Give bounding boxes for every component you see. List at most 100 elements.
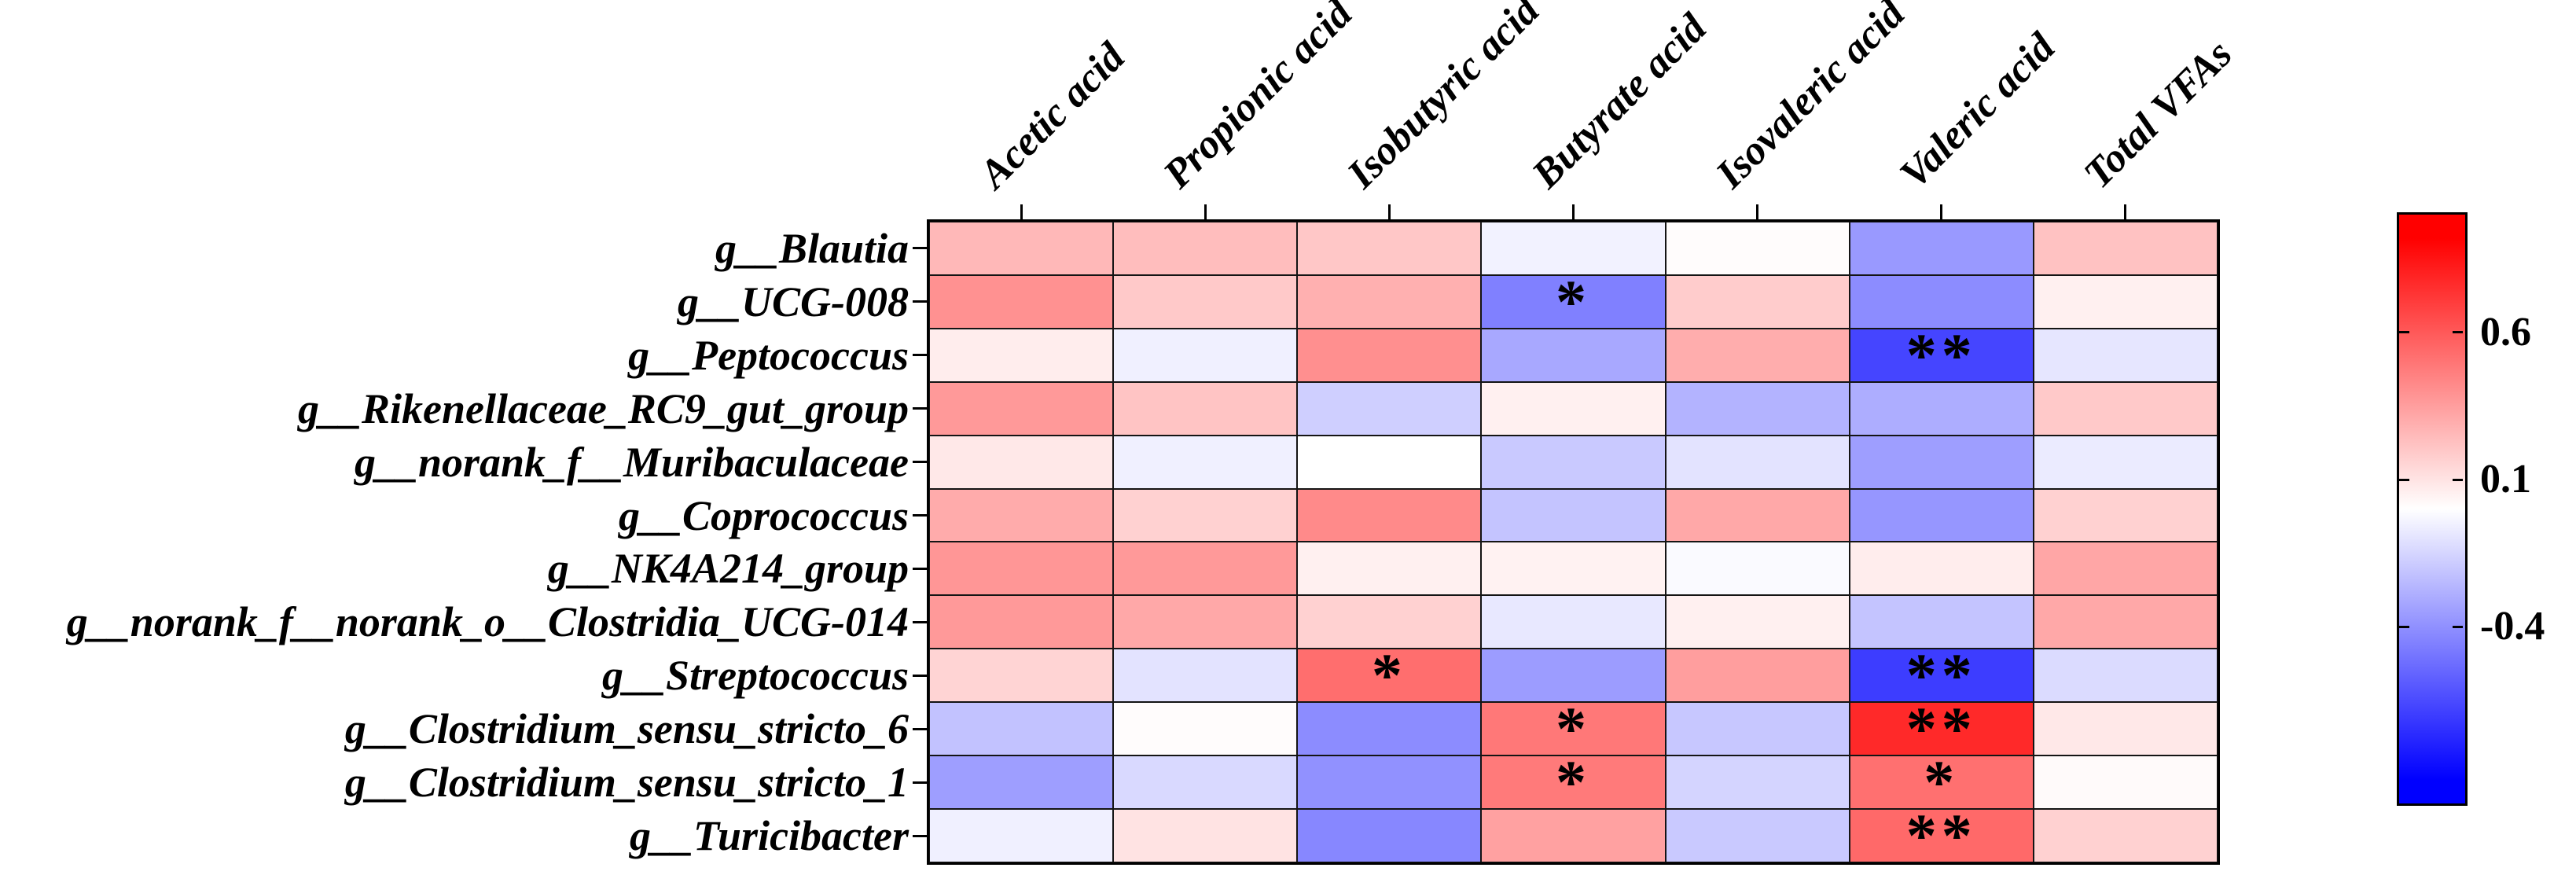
heatmap-cell	[1297, 328, 1482, 382]
heatmap-cell	[1297, 381, 1482, 436]
heatmap-cell	[929, 809, 1114, 862]
heatmap-cell	[2033, 222, 2218, 275]
row-tick	[913, 407, 928, 410]
heatmap-cell	[1665, 809, 1850, 862]
col-tick	[1940, 204, 1943, 220]
row-tick	[913, 781, 928, 784]
heatmap-cell	[2033, 809, 2218, 862]
row-tick	[913, 300, 928, 303]
row-label: g__Peptococcus	[628, 331, 909, 379]
heatmap-cell	[929, 435, 1114, 489]
heatmap-cell	[1113, 488, 1298, 542]
colorbar-tick	[2399, 625, 2409, 628]
heatmap-cell	[1113, 702, 1298, 756]
heatmap-cell	[929, 702, 1114, 756]
row-label: g__norank_f__norank_o__Clostridia_UCG-01…	[66, 598, 909, 646]
row-tick	[913, 247, 928, 250]
col-label: Butyrate acid	[1523, 6, 1715, 197]
heatmap-cell	[929, 328, 1114, 382]
heatmap-cell	[929, 381, 1114, 436]
row-label: g__norank_f__Muribaculaceae	[354, 438, 909, 486]
heatmap-cell	[1481, 328, 1666, 382]
col-tick	[1387, 204, 1391, 220]
heatmap-cell	[2033, 755, 2218, 810]
heatmap-cell	[1297, 488, 1482, 542]
row-label: g__Coprococcus	[619, 491, 909, 539]
heatmap-grid: * ** * ** * ** * * **	[927, 219, 2220, 866]
heatmap-cell	[1665, 702, 1850, 756]
row-tick	[913, 620, 928, 623]
row-label: g__Turicibacter	[630, 812, 909, 860]
heatmap-cell: *	[1481, 698, 1666, 759]
heatmap-cell	[1849, 435, 2034, 489]
heatmap-cell	[1481, 488, 1666, 542]
col-label: Acetic acid	[971, 34, 1134, 197]
heatmap-cell	[1297, 702, 1482, 756]
heatmap-cell	[1665, 595, 1850, 649]
heatmap-cell	[1481, 595, 1666, 649]
heatmap-cell	[1113, 595, 1298, 649]
colorbar-tick-label: -0.4	[2480, 604, 2545, 649]
heatmap-cell	[1665, 488, 1850, 542]
row-tick	[913, 674, 928, 677]
heatmap-cell	[1665, 755, 1850, 810]
heatmap-cell	[1665, 381, 1850, 436]
heatmap-cell	[2033, 435, 2218, 489]
heatmap-cell: **	[1849, 698, 2034, 759]
heatmap-cell	[1665, 542, 1850, 596]
heatmap-cell	[1113, 809, 1298, 862]
heatmap-cell	[1297, 595, 1482, 649]
row-label: g__Rikenellaceae_RC9_gut_group	[297, 384, 909, 432]
col-label: Isovaleric acid	[1707, 0, 1913, 197]
heatmap-cell	[929, 222, 1114, 275]
col-tick	[1756, 204, 1759, 220]
heatmap-cell	[1849, 542, 2034, 596]
heatmap-cell	[1113, 755, 1298, 810]
row-tick	[913, 354, 928, 357]
heatmap-cell	[2033, 328, 2218, 382]
heatmap-cell	[1665, 274, 1850, 329]
heatmap-cell	[1849, 488, 2034, 542]
heatmap-cell	[929, 649, 1114, 703]
heatmap-cell	[929, 488, 1114, 542]
heatmap-cell	[2033, 649, 2218, 703]
heatmap-cell	[1113, 435, 1298, 489]
heatmap-cell	[1113, 222, 1298, 275]
colorbar-tick-label: 0.6	[2480, 309, 2531, 355]
colorbar-tick	[2453, 478, 2463, 481]
heatmap-cell	[1849, 222, 2034, 275]
heatmap-cell	[1481, 649, 1666, 703]
heatmap-cell	[1113, 649, 1298, 703]
heatmap-cell	[1297, 542, 1482, 596]
heatmap-cell	[929, 595, 1114, 649]
col-tick	[1203, 204, 1207, 220]
row-label: g__Blautia	[715, 224, 909, 272]
heatmap-cell	[1113, 381, 1298, 436]
col-label: Isobutyric acid	[1339, 0, 1549, 197]
heatmap-cell: *	[1481, 270, 1666, 332]
colorbar	[2397, 212, 2468, 806]
heatmap-cell	[1481, 542, 1666, 596]
heatmap-cell: *	[1481, 752, 1666, 813]
heatmap-cell	[1849, 381, 2034, 436]
heatmap-cell	[1297, 755, 1482, 810]
heatmap-cell	[1665, 649, 1850, 703]
row-label: g__NK4A214_group	[547, 545, 909, 593]
heatmap-cell	[1481, 222, 1666, 275]
heatmap-cell	[1297, 222, 1482, 275]
heatmap-cell	[1297, 809, 1482, 862]
heatmap-cell: *	[1849, 752, 2034, 813]
heatmap-cell	[1665, 435, 1850, 489]
heatmap-cell	[1481, 435, 1666, 489]
heatmap-cell	[929, 755, 1114, 810]
heatmap-cell	[1113, 328, 1298, 382]
col-label: Valeric acid	[1891, 24, 2064, 197]
row-tick	[913, 727, 928, 730]
heatmap-cell	[2033, 488, 2218, 542]
heatmap-cell	[2033, 542, 2218, 596]
col-tick	[1020, 204, 1023, 220]
heatmap-cell: **	[1849, 645, 2034, 706]
colorbar-gradient	[2399, 215, 2465, 803]
row-label: g__Streptococcus	[602, 652, 909, 700]
